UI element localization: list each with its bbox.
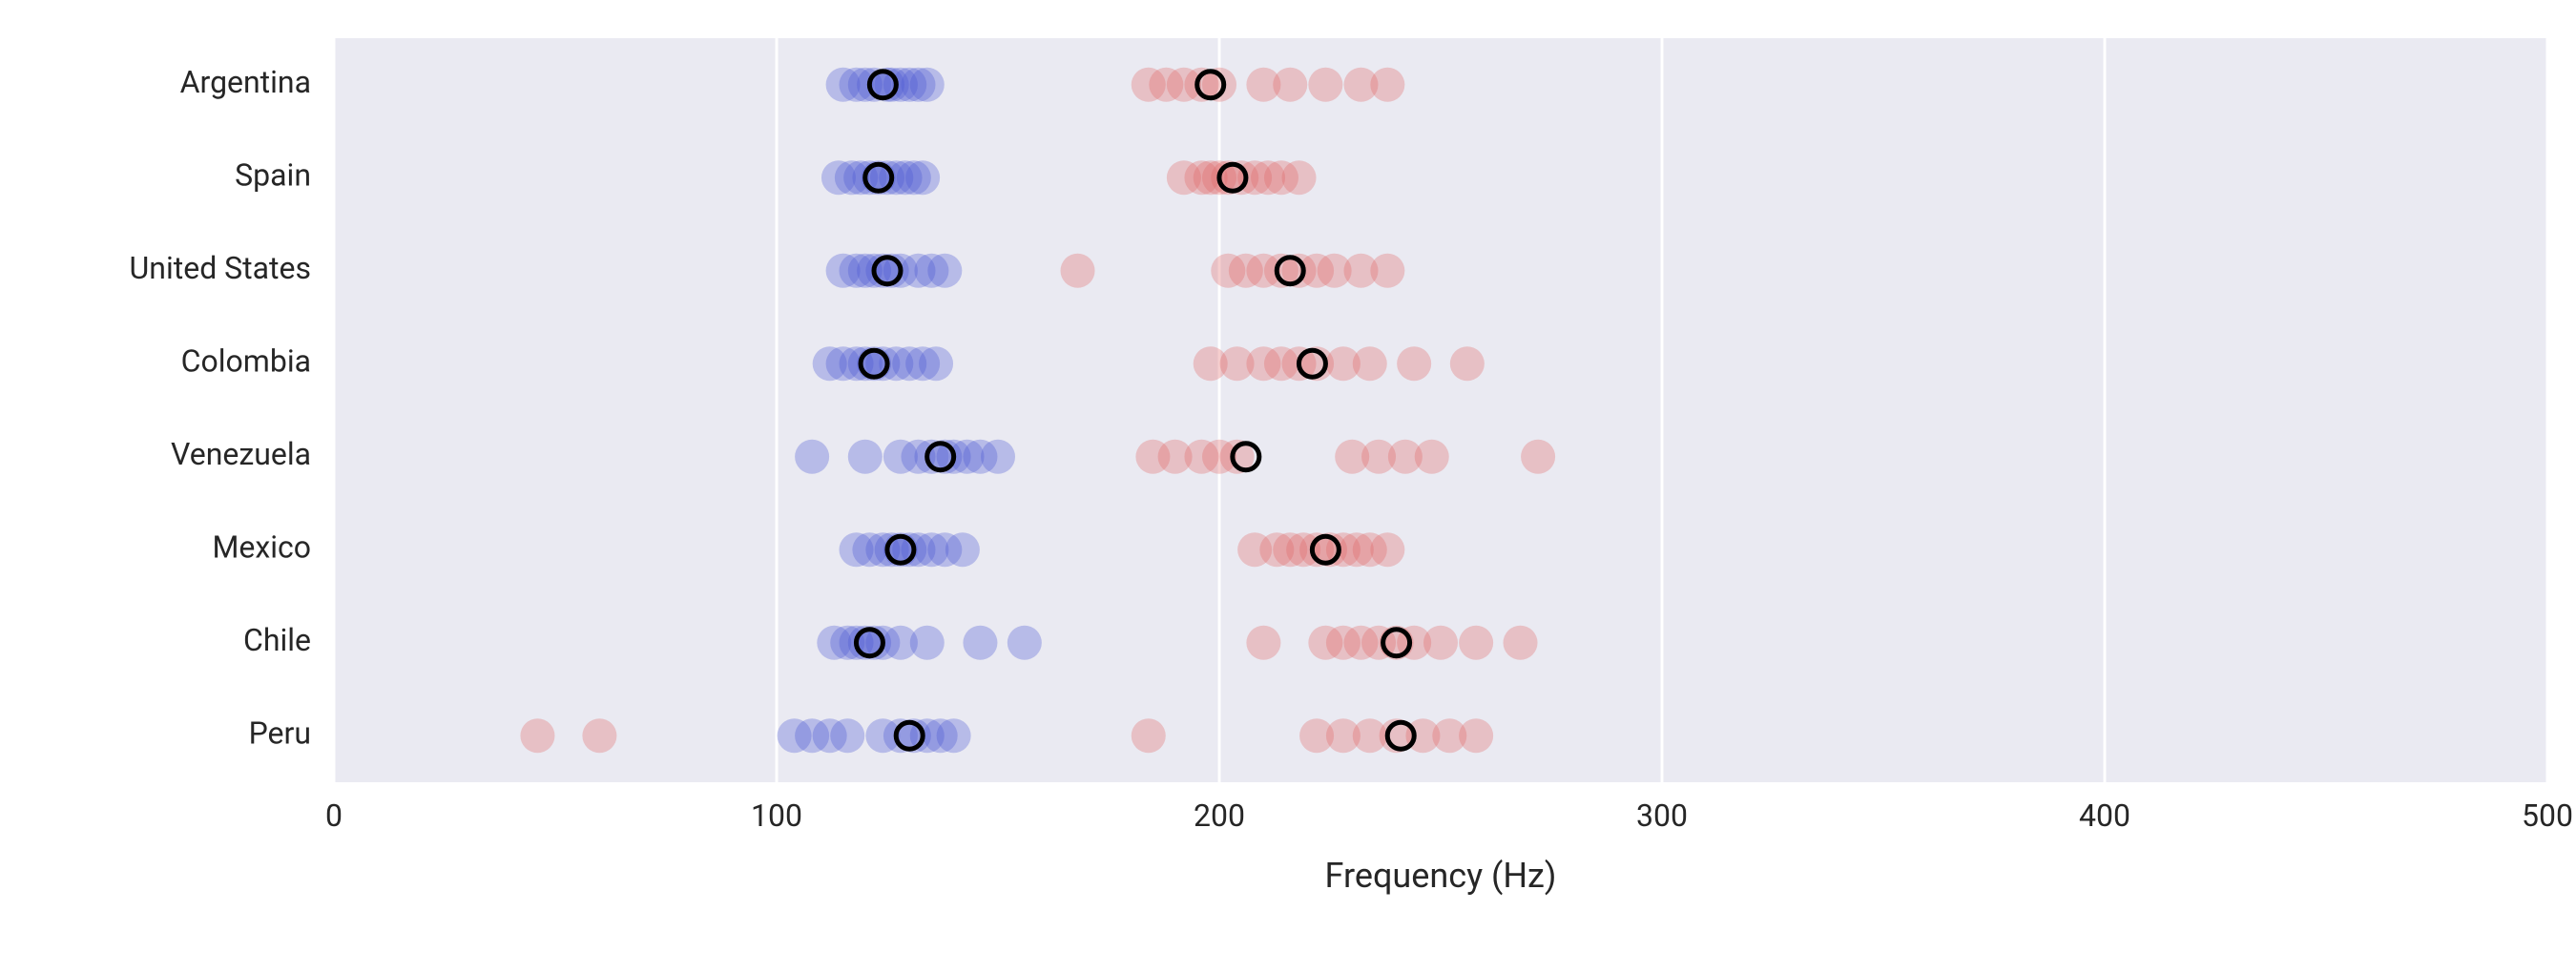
y-tick-label: Peru	[249, 715, 311, 752]
data-point-red	[1521, 440, 1555, 474]
data-point-red	[1370, 68, 1404, 102]
data-point-blue	[981, 440, 1015, 474]
data-point-red	[1423, 626, 1458, 660]
data-point-red	[1353, 346, 1387, 381]
x-tick-label: 0	[325, 797, 343, 834]
y-tick-label: Spain	[235, 157, 311, 194]
data-point-red	[1132, 718, 1166, 753]
data-point-red	[1504, 626, 1538, 660]
y-tick-label: Venezuela	[171, 436, 311, 472]
data-point-blue	[795, 440, 829, 474]
y-tick-label: Mexico	[212, 529, 311, 566]
data-point-red	[1061, 254, 1095, 288]
data-point-red	[1415, 440, 1449, 474]
data-point-red	[1459, 718, 1493, 753]
y-tick-label: Colombia	[181, 343, 311, 380]
data-point-red	[520, 718, 554, 753]
data-point-red	[1370, 532, 1404, 567]
y-tick-label: Chile	[243, 622, 311, 658]
data-point-blue	[937, 718, 971, 753]
data-point-red	[1246, 626, 1280, 660]
data-point-red	[1308, 68, 1342, 102]
data-point-red	[582, 718, 616, 753]
x-tick-label: 500	[2522, 797, 2573, 834]
y-tick-label: United States	[130, 250, 311, 286]
data-point-red	[1459, 626, 1493, 660]
data-point-blue	[830, 718, 864, 753]
y-tick-label: Argentina	[180, 64, 311, 100]
x-tick-label: 400	[2079, 797, 2130, 834]
x-axis-label: Frequency (Hz)	[1325, 856, 1557, 896]
strip-chart: 0 100 200 300 400 500 Argentina Spain United Sta…	[0, 0, 2576, 973]
data-point-blue	[919, 346, 953, 381]
data-point-blue	[910, 68, 945, 102]
data-point-blue	[848, 440, 883, 474]
x-tick-label: 100	[751, 797, 802, 834]
data-point-red	[1282, 160, 1317, 195]
x-tick-label: 200	[1194, 797, 1245, 834]
data-point-red	[1273, 68, 1307, 102]
data-point-red	[1397, 346, 1431, 381]
chart-svg: 0 100 200 300 400 500 Argentina Spain United Sta…	[0, 0, 2576, 973]
data-point-blue	[1008, 626, 1042, 660]
data-point-red	[1450, 346, 1485, 381]
x-tick-label: 300	[1636, 797, 1688, 834]
plot-background	[334, 38, 2547, 782]
data-point-blue	[945, 532, 980, 567]
data-point-red	[1370, 254, 1404, 288]
data-point-blue	[905, 160, 940, 195]
data-point-blue	[927, 254, 962, 288]
data-point-blue	[910, 626, 945, 660]
data-point-blue	[963, 626, 997, 660]
